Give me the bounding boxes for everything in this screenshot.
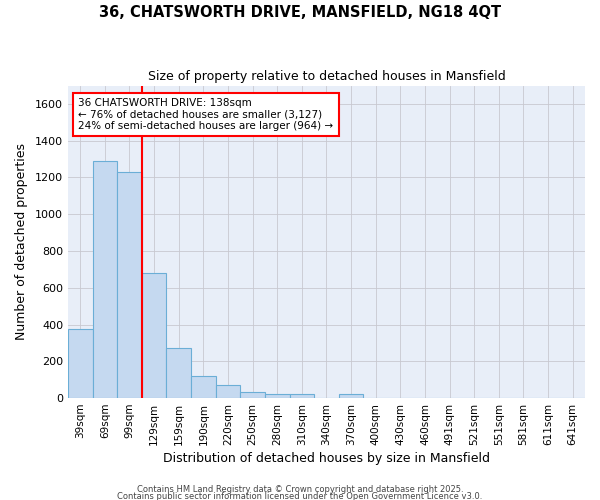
Bar xyxy=(191,376,215,398)
X-axis label: Distribution of detached houses by size in Mansfield: Distribution of detached houses by size … xyxy=(163,452,490,465)
Bar xyxy=(215,385,240,398)
Text: 36 CHATSWORTH DRIVE: 138sqm
← 76% of detached houses are smaller (3,127)
24% of : 36 CHATSWORTH DRIVE: 138sqm ← 76% of det… xyxy=(78,98,334,132)
Bar xyxy=(240,392,265,398)
Bar xyxy=(290,394,314,398)
Text: Contains public sector information licensed under the Open Government Licence v3: Contains public sector information licen… xyxy=(118,492,482,500)
Bar xyxy=(166,348,191,398)
Bar xyxy=(265,394,290,398)
Title: Size of property relative to detached houses in Mansfield: Size of property relative to detached ho… xyxy=(148,70,505,83)
Bar xyxy=(117,172,142,398)
Bar xyxy=(68,329,92,398)
Text: 36, CHATSWORTH DRIVE, MANSFIELD, NG18 4QT: 36, CHATSWORTH DRIVE, MANSFIELD, NG18 4Q… xyxy=(99,5,501,20)
Bar xyxy=(92,161,117,398)
Bar xyxy=(142,273,166,398)
Text: Contains HM Land Registry data © Crown copyright and database right 2025.: Contains HM Land Registry data © Crown c… xyxy=(137,485,463,494)
Y-axis label: Number of detached properties: Number of detached properties xyxy=(15,144,28,340)
Bar xyxy=(339,394,364,398)
